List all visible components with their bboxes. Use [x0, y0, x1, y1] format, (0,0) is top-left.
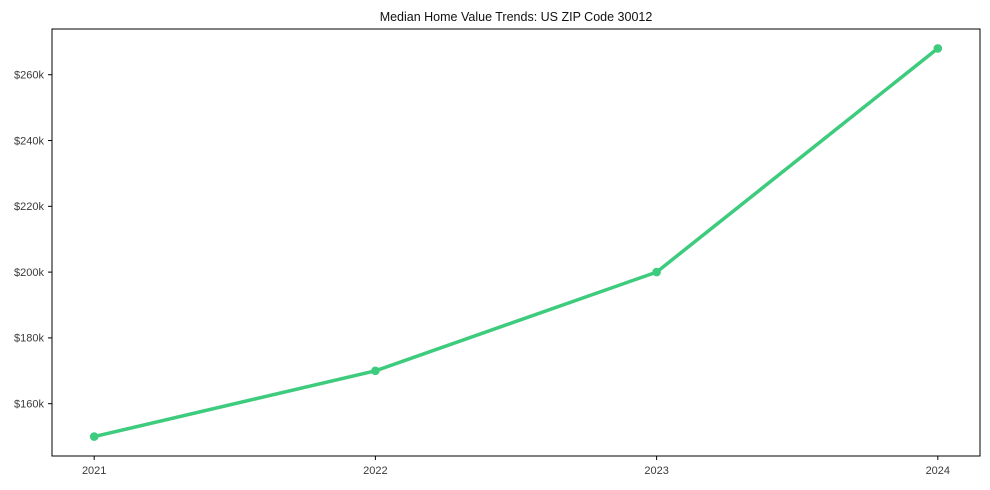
data-point-2021: [89, 432, 99, 441]
x-tick-label: 2023: [644, 465, 668, 477]
data-point-2023: [652, 267, 661, 277]
x-tick-label: 2021: [82, 465, 106, 477]
y-tick-label: $160k: [14, 398, 44, 410]
y-tick-label: $220k: [14, 201, 44, 213]
plot-area: $160k $180k $200k $220k $240k $260k 2021 2022 20…: [14, 28, 981, 477]
series-line: [92, 46, 940, 439]
y-tick-label: $200k: [14, 267, 44, 279]
data-point-2022: [371, 366, 380, 376]
y-tick-label: $180k: [14, 333, 44, 345]
x-tick-label: 2024: [926, 465, 950, 477]
data-point-2024: [933, 44, 943, 53]
y-tick-label: $240k: [14, 135, 44, 147]
y-tick-label: $260k: [14, 70, 44, 82]
axes-spines: [51, 28, 981, 457]
x-tick-label: 2022: [363, 465, 387, 477]
chart-title: Median Home Value Trends: US ZIP Code 30…: [380, 10, 653, 24]
